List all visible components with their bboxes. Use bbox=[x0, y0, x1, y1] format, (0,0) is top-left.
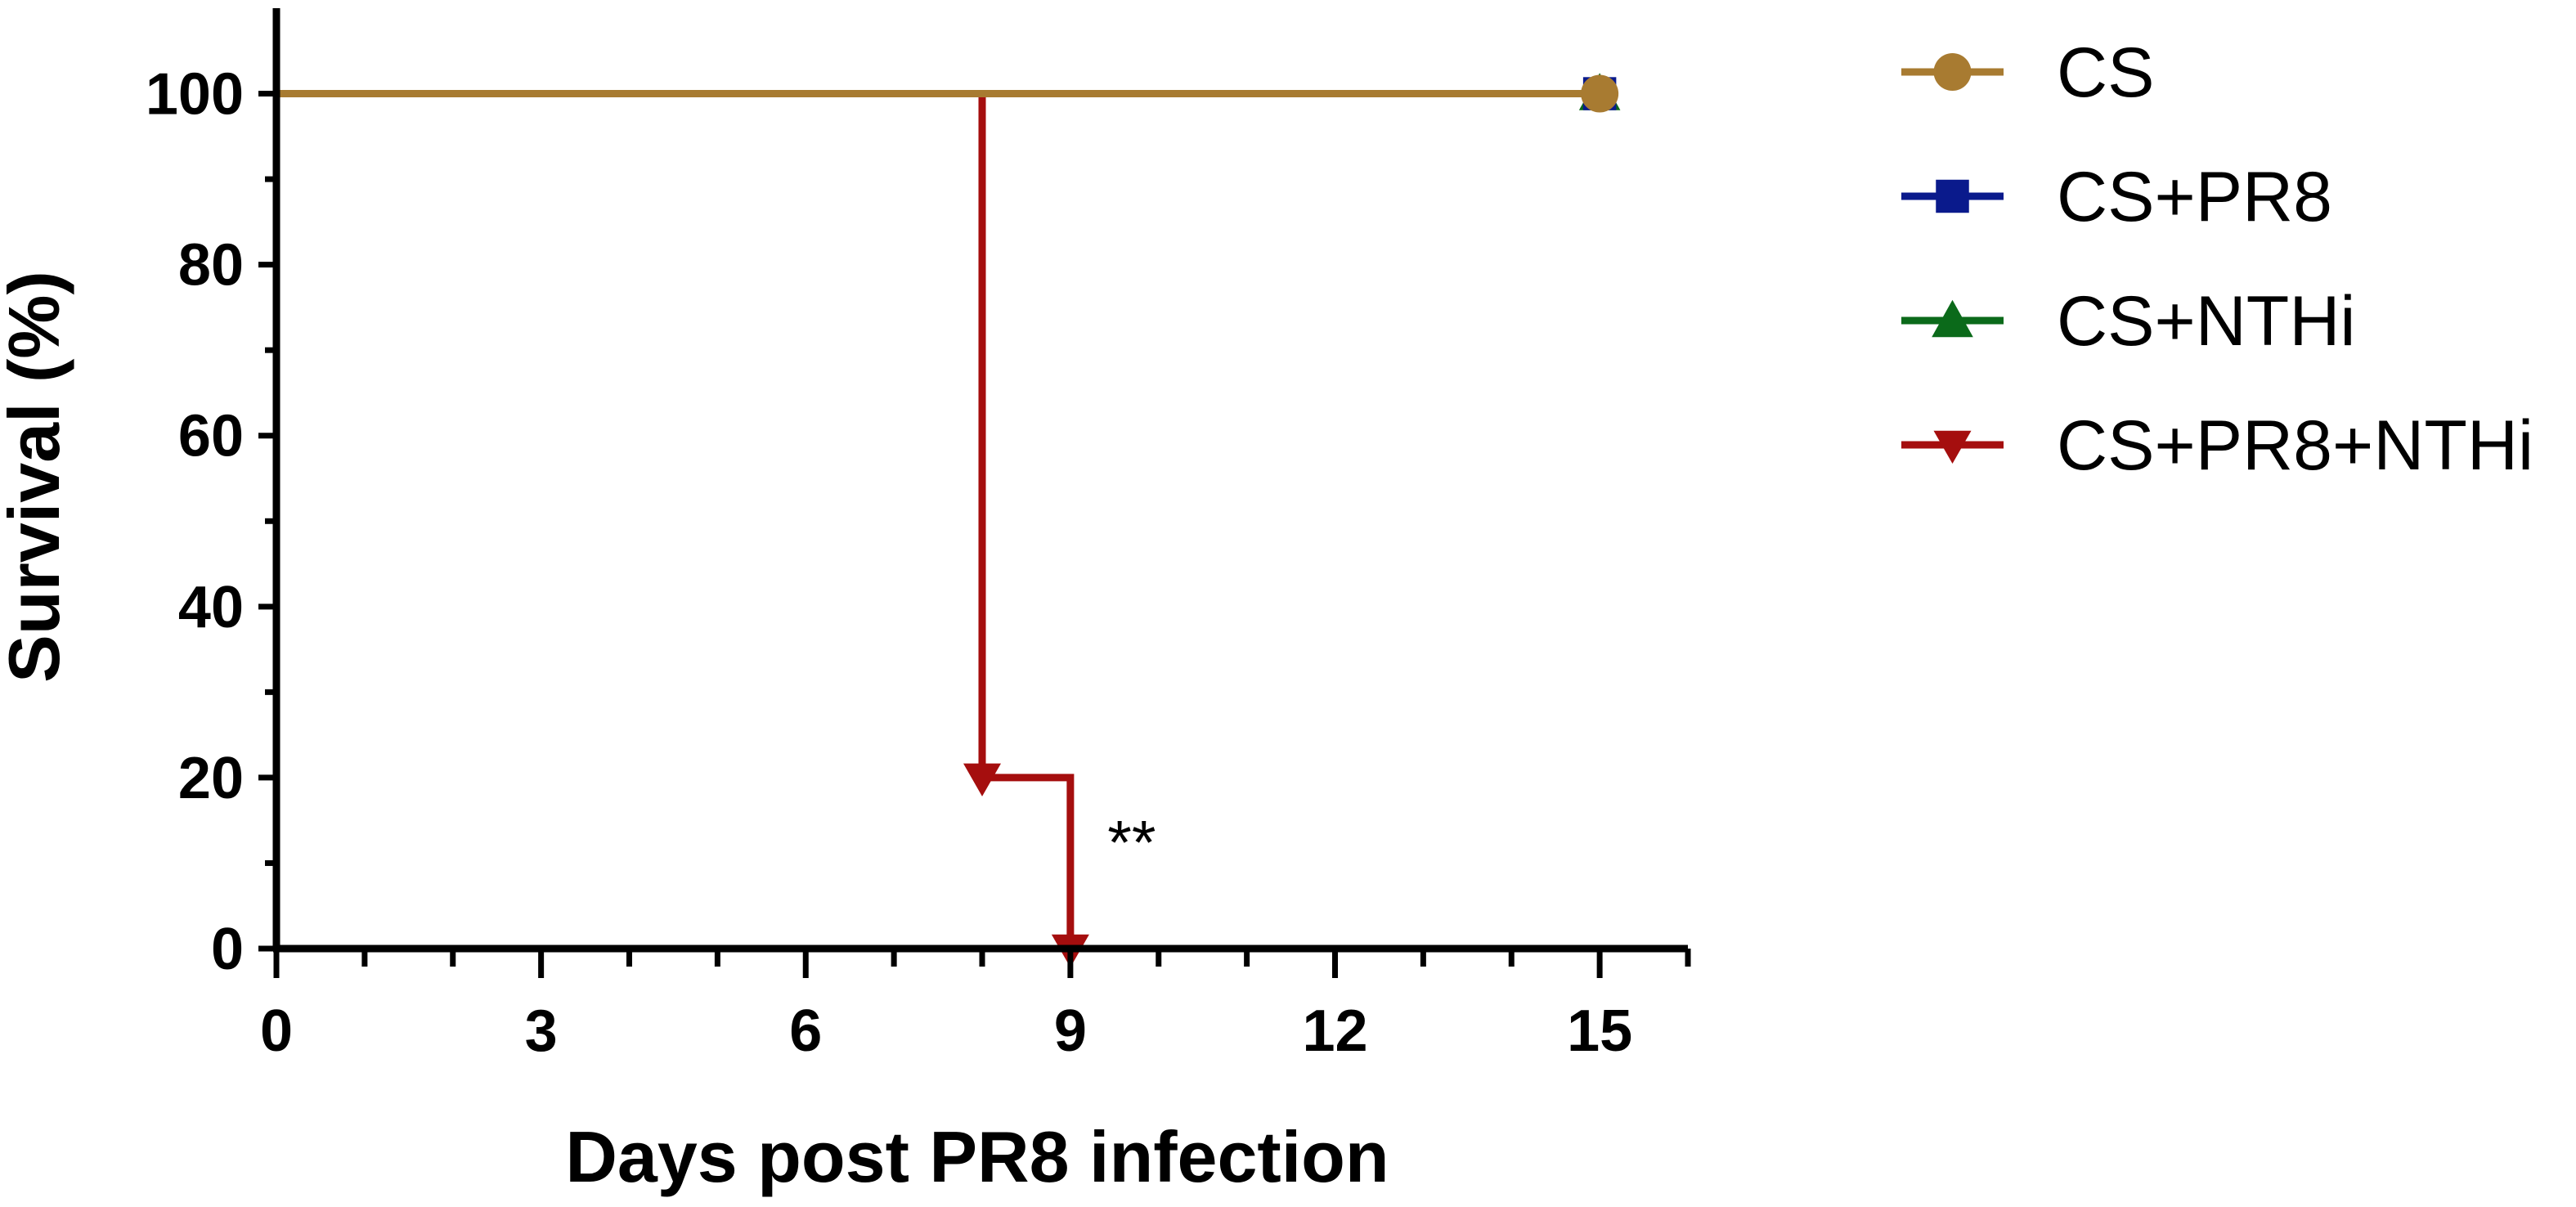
legend-item-cs-pr8-nthi: CS+PR8+NTHi bbox=[1901, 406, 2533, 485]
legend: CS CS+PR8 CS+NTHi CS+PR8+NTHi bbox=[1901, 34, 2533, 485]
x-tick-label: 3 bbox=[525, 998, 558, 1064]
annotations: ** bbox=[1107, 809, 1156, 878]
y-tick-label: 0 bbox=[211, 917, 244, 982]
data-point-cs bbox=[1581, 74, 1619, 113]
legend-label-cs-nthi: CS+NTHi bbox=[2057, 282, 2356, 361]
legend-label-cs: CS bbox=[2057, 34, 2154, 112]
x-tick-label: 0 bbox=[260, 998, 293, 1064]
y-tick-label: 80 bbox=[178, 233, 244, 298]
legend-item-cs: CS bbox=[1901, 34, 2154, 112]
data-point-cs-pr8-nthi bbox=[963, 763, 1001, 796]
x-tick-label: 12 bbox=[1302, 998, 1367, 1064]
significance-annotation: ** bbox=[1107, 809, 1156, 878]
legend-item-cs-nthi: CS+NTHi bbox=[1901, 282, 2356, 361]
legend-label-cs-pr8: CS+PR8 bbox=[2057, 158, 2332, 236]
x-tick-label: 15 bbox=[1567, 998, 1632, 1064]
legend-marker-cs-pr8-nthi bbox=[1933, 430, 1972, 464]
x-tick-label: 6 bbox=[789, 998, 822, 1064]
y-axis-title: Survival (%) bbox=[0, 271, 74, 683]
x-tick-label: 9 bbox=[1054, 998, 1087, 1064]
legend-item-cs-pr8: CS+PR8 bbox=[1901, 158, 2332, 236]
x-axis-title: Days post PR8 infection bbox=[565, 1116, 1389, 1197]
series-line-cs-pr8-nthi bbox=[276, 90, 1075, 949]
y-tick-label: 40 bbox=[178, 575, 244, 640]
legend-label-cs-pr8-nthi: CS+PR8+NTHi bbox=[2057, 406, 2533, 485]
y-tick-label: 100 bbox=[146, 62, 244, 128]
legend-marker-cs-pr8 bbox=[1936, 179, 1969, 213]
axes-layer: 0 20 40 60 80 100 0 3 6 9 12 15 bbox=[146, 8, 1691, 1064]
legend-marker-cs-nthi bbox=[1932, 299, 1973, 338]
y-tick-label: 60 bbox=[178, 404, 244, 469]
series-layer bbox=[276, 73, 1621, 967]
y-tick-label: 20 bbox=[178, 746, 244, 811]
legend-marker-cs bbox=[1933, 53, 1972, 91]
